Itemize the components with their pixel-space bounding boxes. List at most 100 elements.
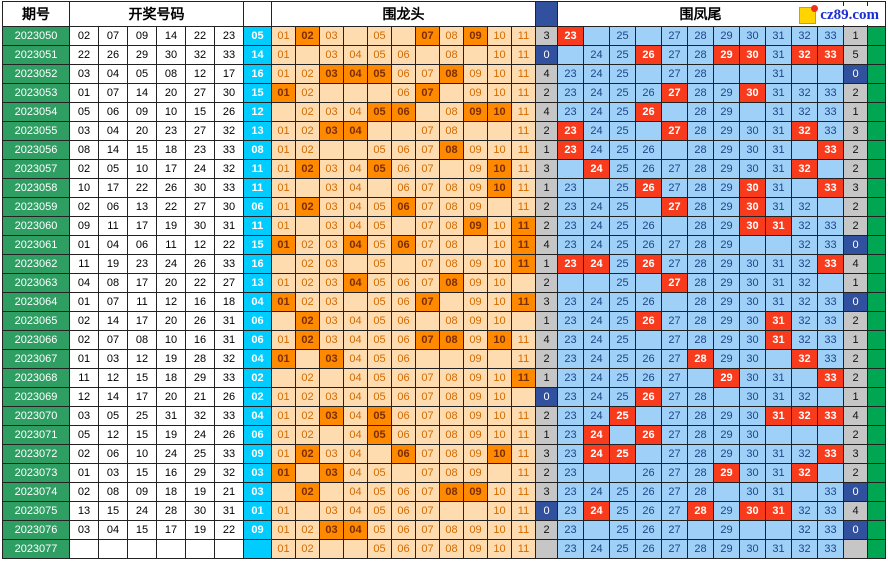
tail-cell-blank xyxy=(661,292,689,312)
head-cell-hit: 06 xyxy=(391,102,416,122)
head-cell: 04 xyxy=(343,501,368,521)
tail-cell-hit: 30 xyxy=(739,83,767,103)
head-cell: 01 xyxy=(271,387,296,407)
period-cell: 2023057 xyxy=(2,159,70,179)
tail-cell: 31 xyxy=(765,26,793,46)
head-cell: 02 xyxy=(295,83,320,103)
head-cell: 09 xyxy=(463,406,488,426)
head-cell: 03 xyxy=(319,311,344,331)
site-logo[interactable]: cz89.com xyxy=(796,5,882,25)
number-cell: 15 xyxy=(185,102,215,122)
head-cell-blank xyxy=(415,311,440,331)
head-cell-blank xyxy=(510,273,537,293)
marker-cell xyxy=(867,368,887,388)
tail-cell: 27 xyxy=(661,311,689,331)
head-cell: 07 xyxy=(415,235,440,255)
head-cell-hit: 02 xyxy=(295,26,320,46)
head-cell-blank xyxy=(319,425,344,445)
tail-cell: 28 xyxy=(687,216,715,236)
number-cell: 05 xyxy=(69,425,99,445)
tail-cell: 33 xyxy=(817,482,845,502)
tail-cell-blank xyxy=(791,140,819,160)
tail-cell: 29 xyxy=(713,292,741,312)
table-row: 2023070 03 05 25 31 32 33 04 01 02 03 04 05 06 07 08 09 1… xyxy=(2,406,887,426)
tail-count-cell: 3 xyxy=(843,178,869,198)
number-cell: 33 xyxy=(214,444,244,464)
head-cell: 03 xyxy=(319,254,344,274)
head-cell: 06 xyxy=(391,482,416,502)
head-cell: 01 xyxy=(271,45,296,65)
tail-cell: 26 xyxy=(635,159,663,179)
tail-cell: 24 xyxy=(583,330,611,350)
head-cell: 07 xyxy=(415,425,440,445)
number-cell: 14 xyxy=(98,140,128,160)
head-cell-hit: 08 xyxy=(439,273,464,293)
number-cell: 19 xyxy=(185,520,215,540)
head-count-cell xyxy=(535,539,559,559)
tail-count-cell: 1 xyxy=(843,102,869,122)
number-cell: 18 xyxy=(156,140,186,160)
head-cell: 08 xyxy=(439,539,464,559)
head-cell-blank xyxy=(439,83,464,103)
tail-cell: 23 xyxy=(557,102,585,122)
head-cell-hit: 08 xyxy=(439,64,464,84)
tail-cell: 32 xyxy=(791,444,819,464)
head-cell: 04 xyxy=(343,102,368,122)
special-number-cell: 04 xyxy=(243,292,272,312)
head-cell: 01 xyxy=(271,273,296,293)
number-cell: 24 xyxy=(127,501,157,521)
head-cell-hit: 01 xyxy=(271,349,296,369)
tail-cell: 29 xyxy=(713,83,741,103)
marker-cell xyxy=(867,482,887,502)
tail-cell-hit: 30 xyxy=(739,197,767,217)
head-cell: 08 xyxy=(439,520,464,540)
tail-cell: 28 xyxy=(687,273,715,293)
head-cell: 05 xyxy=(367,463,392,483)
tail-cell-blank xyxy=(739,64,767,84)
tail-cell: 32 xyxy=(791,26,819,46)
number-cell: 09 xyxy=(127,482,157,502)
number-cell: 26 xyxy=(98,45,128,65)
tail-cell: 25 xyxy=(609,159,637,179)
tail-count-cell: 1 xyxy=(843,330,869,350)
tail-cell: 24 xyxy=(583,235,611,255)
tail-count-cell: 2 xyxy=(843,140,869,160)
table-row: 2023072 02 06 10 24 25 33 09 01 02 03 04 06 07 08 09 10 1… xyxy=(2,444,887,464)
special-number-cell: 03 xyxy=(243,463,272,483)
tail-cell: 30 xyxy=(739,406,767,426)
tail-cell: 26 xyxy=(635,235,663,255)
tail-cell-blank xyxy=(817,64,845,84)
head-cell-blank xyxy=(319,539,344,559)
head-cell: 05 xyxy=(367,520,392,540)
number-cell: 27 xyxy=(185,121,215,141)
tail-count-cell: 2 xyxy=(843,197,869,217)
tail-cell: 23 xyxy=(557,425,585,445)
tail-cell-hit: 29 xyxy=(713,463,741,483)
head-cell: 10 xyxy=(487,64,512,84)
tail-cell-blank xyxy=(739,102,767,122)
number-cell: 31 xyxy=(214,501,244,521)
tail-cell: 32 xyxy=(791,273,819,293)
head-cell: 11 xyxy=(510,140,537,160)
head-cell: 05 xyxy=(367,330,392,350)
tail-cell: 24 xyxy=(583,368,611,388)
head-count-cell: 4 xyxy=(535,330,559,350)
number-cell: 12 xyxy=(98,368,128,388)
head-cell-blank xyxy=(463,45,488,65)
head-cell-blank xyxy=(367,121,392,141)
number-cell: 31 xyxy=(214,216,244,236)
head-cell-hit: 07 xyxy=(415,83,440,103)
tail-cell: 29 xyxy=(713,121,741,141)
table-row: 2023063 04 08 17 20 22 27 13 01 02 03 04 05 06 07 08 09 1… xyxy=(2,273,887,293)
tail-cell: 27 xyxy=(661,406,689,426)
head-cell: 10 xyxy=(487,254,512,274)
head-cell: 11 xyxy=(510,539,537,559)
head-cell-blank xyxy=(319,482,344,502)
tail-cell: 27 xyxy=(661,26,689,46)
tail-cell: 28 xyxy=(687,539,715,559)
number-cell: 08 xyxy=(98,273,128,293)
number-cell: 08 xyxy=(156,64,186,84)
head-cell-hit: 07 xyxy=(415,330,440,350)
number-cell: 17 xyxy=(127,311,157,331)
tail-cell: 26 xyxy=(635,539,663,559)
